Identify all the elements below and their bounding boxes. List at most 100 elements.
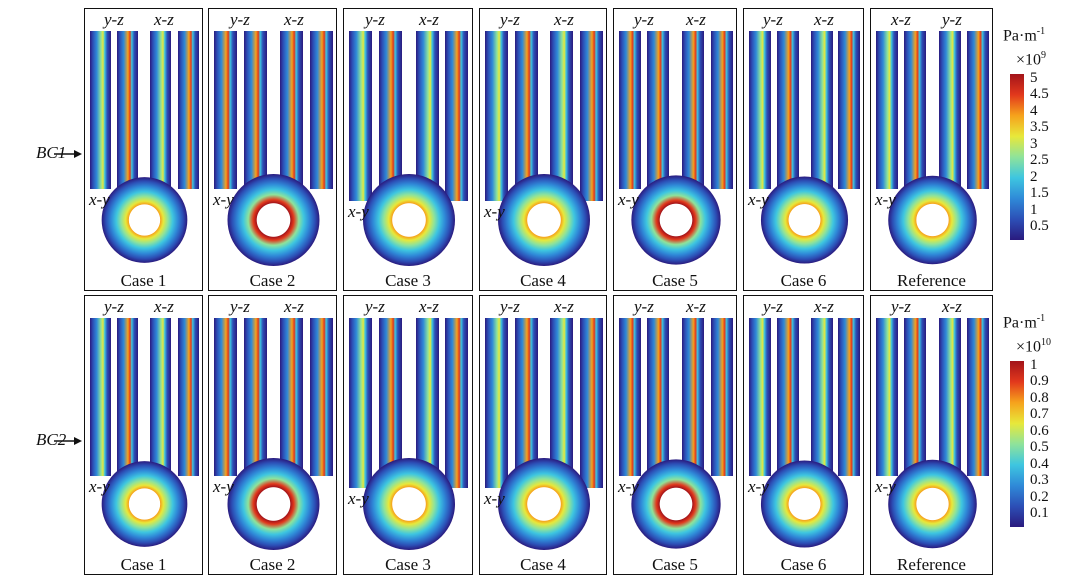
view-label-left: y-z bbox=[365, 297, 385, 316]
colorbar-tick: 0.2 bbox=[1030, 488, 1049, 505]
view-label-right: x-z bbox=[284, 10, 304, 29]
section-label: x-y bbox=[748, 190, 769, 209]
contour-strip bbox=[445, 31, 468, 201]
view-label-right: x-z bbox=[419, 297, 439, 316]
field-plot bbox=[90, 318, 199, 547]
cross-section-ring bbox=[227, 458, 320, 550]
panel-2-3: y-z x-z x-y Case 3 bbox=[343, 295, 473, 575]
section-label: x-y bbox=[348, 489, 369, 508]
colorbar-tick: 0.7 bbox=[1030, 406, 1049, 423]
contour-strip bbox=[904, 318, 926, 476]
contour-strip bbox=[349, 31, 372, 201]
contour-strip bbox=[310, 31, 333, 189]
cross-section-ring bbox=[760, 176, 849, 264]
unit-exponent: -1 bbox=[1036, 313, 1046, 324]
row-label-bc2: BC2 bbox=[36, 430, 67, 449]
colorbar-tick: 2 bbox=[1030, 168, 1038, 185]
contour-strip bbox=[580, 31, 603, 201]
cross-section-ring bbox=[101, 461, 188, 547]
field-plot bbox=[214, 318, 333, 550]
section-label: x-y bbox=[89, 477, 110, 496]
colorbar-tick: 5 bbox=[1030, 70, 1038, 86]
view-label-left: y-z bbox=[104, 297, 124, 316]
view-label-left: y-z bbox=[230, 297, 250, 316]
colorbar-tick: 1.5 bbox=[1030, 185, 1049, 202]
panel-1-5: y-z x-z x-y Case 5 bbox=[613, 8, 737, 291]
contour-strip bbox=[939, 318, 961, 476]
view-label-right: x-z bbox=[814, 10, 834, 29]
section-label: x-y bbox=[213, 477, 234, 496]
field-plot bbox=[485, 318, 603, 550]
colorbar-tick: 3 bbox=[1030, 135, 1038, 152]
panel-2-1: y-z x-z x-y Case 1 bbox=[84, 295, 203, 575]
cross-section-ring bbox=[631, 175, 721, 265]
contour-strip bbox=[485, 318, 508, 488]
view-label-right: y-z bbox=[942, 10, 962, 29]
section-label: x-y bbox=[748, 477, 769, 496]
view-label-left: y-z bbox=[500, 297, 520, 316]
case-label: Case 5 bbox=[652, 555, 698, 574]
contour-strip bbox=[777, 31, 799, 189]
contour-strip bbox=[967, 31, 989, 189]
contour-strip bbox=[647, 31, 669, 189]
cross-section-ring bbox=[363, 458, 455, 550]
field-plot bbox=[876, 31, 989, 265]
contour-strip bbox=[416, 31, 439, 201]
view-label-right: x-z bbox=[942, 297, 962, 316]
contour-strip bbox=[550, 318, 573, 488]
case-label: Case 4 bbox=[520, 555, 566, 574]
field-plot bbox=[619, 31, 733, 265]
contour-strip bbox=[647, 318, 669, 476]
cross-section-ring bbox=[760, 460, 849, 548]
cross-section-ring bbox=[631, 459, 721, 549]
unit-text: Pa·m bbox=[1003, 314, 1037, 332]
case-label: Case 1 bbox=[120, 271, 167, 290]
view-label-right: x-z bbox=[154, 297, 174, 316]
contour-strip bbox=[178, 318, 199, 476]
view-label-left: y-z bbox=[634, 297, 654, 316]
case-label: Case 6 bbox=[780, 555, 827, 574]
cross-section-ring bbox=[498, 458, 590, 550]
contour-strip bbox=[515, 31, 538, 201]
contour-strip bbox=[117, 318, 138, 476]
contour-strip bbox=[445, 318, 468, 488]
contour-strip bbox=[379, 318, 402, 488]
section-label: x-y bbox=[89, 190, 110, 209]
contour-strip bbox=[280, 318, 303, 476]
panel-2-4: y-z x-z x-y Case 4 bbox=[479, 295, 607, 575]
section-label: x-y bbox=[348, 202, 369, 221]
field-plot bbox=[876, 318, 989, 549]
field-plot bbox=[619, 318, 733, 549]
cross-section-ring bbox=[888, 175, 977, 265]
unit-exponent: -1 bbox=[1036, 26, 1046, 37]
colorbar-unit: Pa·m-1 bbox=[1003, 26, 1045, 45]
view-label-left: y-z bbox=[763, 297, 783, 316]
view-label-right: x-z bbox=[554, 10, 574, 29]
panel-1-6: y-z x-z x-y Case 6 bbox=[743, 8, 864, 291]
contour-strip bbox=[349, 318, 372, 488]
panel-1-1: y-z x-z x-y Case 1 bbox=[84, 8, 203, 291]
contour-strip bbox=[214, 318, 237, 476]
contour-strip bbox=[310, 318, 333, 476]
view-label-left: y-z bbox=[500, 10, 520, 29]
section-label: x-y bbox=[618, 477, 639, 496]
contour-strip bbox=[939, 31, 961, 189]
case-label: Case 1 bbox=[120, 555, 167, 574]
contour-strip bbox=[711, 31, 733, 189]
contour-strip bbox=[580, 318, 603, 488]
panel-2-2: y-z x-z x-y Case 2 bbox=[208, 295, 337, 575]
contour-strip bbox=[150, 31, 171, 189]
contour-strip bbox=[619, 31, 641, 189]
case-label: Case 2 bbox=[249, 555, 296, 574]
row-label-bc1: BC1 bbox=[36, 143, 67, 162]
panel-2-5: y-z x-z x-y Case 5 bbox=[613, 295, 737, 575]
colorbar bbox=[1010, 74, 1024, 240]
contour-strip bbox=[550, 31, 573, 201]
case-label: Reference bbox=[897, 555, 966, 574]
colorbar-tick: 3.5 bbox=[1030, 119, 1049, 136]
section-label: x-y bbox=[618, 190, 639, 209]
colorbar-tick: 0.1 bbox=[1030, 505, 1049, 521]
colorbar bbox=[1010, 361, 1024, 527]
colorbar-tick: 4 bbox=[1030, 102, 1038, 119]
